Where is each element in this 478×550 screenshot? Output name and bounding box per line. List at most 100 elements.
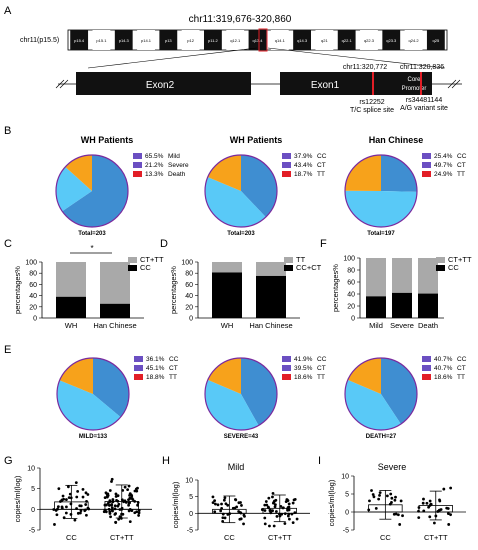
scatter-point (447, 523, 451, 526)
panel-e-pies: MILD=133 36.1% CC 45.1% CT 18.8% TT SEVERE=43 41… (56, 356, 467, 440)
pie-e-outline (344, 357, 418, 431)
scatter-point (111, 509, 114, 513)
rs34481144-marker (420, 72, 422, 95)
scatter-point (389, 492, 393, 496)
ideogram-band (337, 30, 356, 50)
exon1-box (280, 72, 396, 95)
panel-c-letter: C (4, 238, 12, 250)
scatter-point (279, 504, 283, 508)
scatter-point (271, 491, 275, 495)
scatter-point (293, 511, 297, 515)
exon2-box (76, 72, 251, 95)
scatter-point (67, 496, 71, 500)
scatter-point (126, 488, 130, 492)
scatter-point (288, 517, 291, 521)
pie-b-total: Total=197 (367, 231, 395, 237)
scatter-y-tick-label: 10 (185, 478, 193, 485)
pie-e-outline (204, 357, 278, 431)
bar-y-tick-label: 20 (29, 304, 37, 311)
scatter-point (213, 510, 217, 514)
exon1-label: Exon1 (311, 80, 340, 91)
scatter-point (110, 477, 114, 481)
bar-top-segment (418, 258, 438, 294)
scatter-point (65, 505, 68, 509)
scatter-point (213, 499, 217, 502)
scatter-point (110, 503, 114, 506)
scatter-point (266, 505, 270, 509)
scatter-point (267, 496, 271, 500)
scatter-point (434, 514, 438, 518)
scatter-point (221, 516, 225, 520)
bar-y-tick-label: 0 (189, 316, 193, 323)
scatter-point (114, 492, 118, 496)
band-label: p15.1 (96, 38, 107, 43)
scatter-point (128, 501, 132, 505)
scatter-y-tick-label: 0 (189, 511, 193, 518)
scatter-point (390, 496, 394, 500)
band-label: p12 (187, 38, 194, 43)
bar-y-label: percentages% (169, 266, 178, 314)
pie-e-total: SEVERE=43 (224, 434, 259, 440)
scatter-point (372, 495, 376, 499)
scatter-point (219, 509, 223, 513)
bar-category-label: Han Chinese (93, 321, 136, 330)
pie-b-title: WH Patients (81, 135, 134, 145)
scatter-point (401, 514, 404, 518)
scatter-y-tick-label: -5 (187, 528, 193, 535)
scatter-point (103, 503, 107, 507)
ideogram-band (181, 30, 200, 50)
scatter-y-tick-label: 0 (31, 507, 35, 514)
scatter-point (396, 513, 400, 517)
panel-f-letter: F (320, 238, 327, 250)
scatter-point (60, 505, 64, 509)
pie-e-legend-swatch (422, 374, 431, 380)
scatter-point (446, 512, 450, 515)
scatter-point (428, 503, 432, 507)
scatter-point (421, 501, 425, 505)
scatter-point (422, 497, 425, 501)
scatter-point (398, 523, 402, 526)
scatter-point (129, 496, 132, 500)
pie-e-legend-pct: 18.8% (146, 374, 165, 381)
pie-e-slice (344, 379, 401, 431)
bar-legend-label: CC (448, 263, 459, 272)
scatter-point (137, 511, 141, 515)
scatter-point (117, 517, 121, 521)
scatter-point (237, 501, 241, 505)
ideogram-band (137, 30, 155, 50)
bar-y-tick-label: 0 (33, 316, 37, 323)
scatter-point (84, 503, 88, 506)
ideogram-band (159, 30, 178, 50)
scatter-point (106, 501, 110, 505)
pie-e-legend-pct: 45.1% (146, 365, 165, 372)
pie-e-legend-pct: 39.5% (294, 365, 313, 372)
scatter-point (81, 495, 85, 499)
scatter-point (57, 487, 61, 491)
scatter-point (123, 499, 127, 503)
scatter-y-tick-label: 5 (345, 492, 349, 499)
scatter-point (290, 512, 294, 516)
scatter-point (133, 499, 137, 503)
panel-g-letter: G (4, 455, 13, 467)
pie-b-legend-label: CT (317, 162, 326, 169)
scatter-y-tick-label: 10 (27, 466, 35, 473)
scatter-point (114, 495, 118, 498)
scatter-point (222, 498, 226, 502)
scatter-point (130, 509, 134, 513)
scatter-point (76, 511, 80, 515)
scatter-point (52, 508, 56, 511)
scatter-point (445, 506, 449, 510)
ideogram-band (426, 30, 445, 50)
pie-e-slice (347, 358, 381, 394)
scatter-category-label: CT+TT (268, 533, 292, 542)
pie-b-slice (345, 155, 381, 191)
band-label: q23.3 (386, 38, 397, 43)
scatter-point (283, 522, 287, 525)
scatter-point (60, 498, 64, 502)
pie-b-total: Total=203 (227, 231, 255, 237)
pie-b-legend-pct: 49.7% (434, 162, 453, 169)
scatter-point (277, 512, 281, 516)
pie-e-legend-swatch (282, 365, 291, 371)
band-label: q25 (433, 38, 440, 43)
pie-b-title: WH Patients (230, 135, 283, 145)
